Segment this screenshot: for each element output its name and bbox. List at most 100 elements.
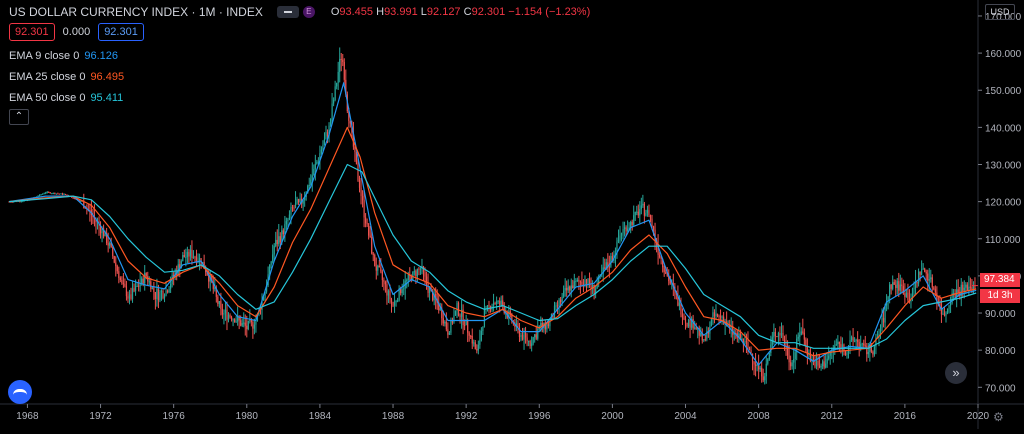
candle-body bbox=[328, 125, 330, 136]
x-tick-label: 1976 bbox=[163, 411, 186, 422]
candle-body bbox=[230, 316, 233, 320]
y-tick-label: 110.000 bbox=[985, 235, 1021, 246]
candle-body bbox=[333, 100, 335, 104]
candle-body bbox=[227, 315, 230, 320]
candle-body bbox=[879, 328, 882, 335]
tradingview-logo-icon[interactable] bbox=[8, 380, 32, 404]
buy-price-button[interactable]: 92.301 bbox=[98, 23, 144, 41]
candle-body bbox=[779, 332, 781, 336]
candle-body bbox=[683, 317, 685, 320]
candle-body bbox=[198, 258, 201, 261]
candle-body bbox=[584, 279, 586, 286]
symbol-title[interactable]: US DOLLAR CURRENCY INDEX · 1M · INDEX bbox=[9, 5, 263, 19]
indicator-ema50[interactable]: EMA 50 close 0 95.411 bbox=[9, 89, 590, 106]
candle-body bbox=[173, 274, 175, 277]
trade-row: 92.301 0.000 92.301 bbox=[9, 23, 590, 41]
sell-price-button[interactable]: 92.301 bbox=[9, 23, 55, 41]
open-key: O bbox=[330, 6, 340, 18]
candle-body bbox=[316, 161, 318, 164]
candle-body bbox=[948, 305, 950, 309]
candle-body bbox=[619, 235, 621, 240]
candle-body bbox=[410, 275, 412, 281]
candle-body bbox=[649, 215, 652, 219]
candle-body bbox=[464, 325, 466, 327]
candle-body bbox=[738, 333, 740, 338]
currency-label[interactable]: USD bbox=[985, 4, 1015, 20]
candle-body bbox=[416, 268, 419, 277]
candle-body bbox=[593, 284, 595, 294]
candle-body bbox=[555, 305, 557, 307]
candle-body bbox=[233, 319, 236, 323]
candle-body bbox=[334, 86, 336, 101]
candle-body bbox=[217, 296, 219, 304]
candle-body bbox=[768, 352, 770, 360]
candle-body bbox=[63, 194, 65, 196]
candle-body bbox=[815, 360, 818, 367]
chevron-up-icon[interactable]: ⌃ bbox=[9, 109, 29, 125]
visibility-eye-icon[interactable] bbox=[276, 6, 299, 18]
scroll-to-realtime-icon[interactable]: » bbox=[945, 362, 967, 384]
candle-body bbox=[573, 281, 575, 289]
candle-body bbox=[660, 257, 662, 259]
candle-body bbox=[559, 299, 562, 303]
candle-body bbox=[162, 291, 164, 298]
x-tick-label: 2008 bbox=[748, 411, 771, 422]
candle-body bbox=[191, 249, 193, 258]
candle-body bbox=[913, 288, 915, 290]
candle-body bbox=[780, 332, 783, 336]
candle-body bbox=[419, 268, 422, 270]
candle-body bbox=[358, 180, 361, 188]
candle-body bbox=[479, 340, 481, 345]
candle-body bbox=[931, 277, 933, 288]
candle-body bbox=[563, 290, 565, 297]
candle-body bbox=[250, 319, 252, 323]
candle-body bbox=[640, 205, 642, 210]
candle-body bbox=[476, 349, 478, 351]
candle-body bbox=[288, 214, 291, 220]
gear-icon[interactable]: ⚙ bbox=[993, 410, 1004, 424]
y-tick-label: 70.000 bbox=[985, 383, 1016, 394]
candle-body bbox=[425, 276, 428, 284]
candle-body bbox=[319, 153, 321, 162]
candle-body bbox=[794, 352, 796, 359]
indicator-ema25[interactable]: EMA 25 close 0 96.495 bbox=[9, 68, 590, 85]
candle-body bbox=[432, 291, 434, 301]
candle-body bbox=[820, 366, 822, 368]
candle-body bbox=[907, 292, 909, 301]
candle-body bbox=[445, 321, 447, 330]
candle-body bbox=[294, 203, 297, 208]
candle-body bbox=[154, 291, 156, 300]
candle-body bbox=[902, 286, 904, 294]
candle-body bbox=[310, 179, 312, 185]
candle-body bbox=[342, 59, 344, 63]
candle-body bbox=[11, 201, 13, 203]
candle-body bbox=[104, 233, 106, 237]
indicator-ema9[interactable]: EMA 9 close 0 96.126 bbox=[9, 47, 590, 64]
candle-body bbox=[125, 286, 128, 297]
candle-body bbox=[214, 287, 216, 289]
x-tick-label: 1996 bbox=[528, 411, 551, 422]
candle-body bbox=[745, 341, 748, 343]
y-tick-label: 150.000 bbox=[985, 86, 1022, 97]
candle-body bbox=[828, 355, 830, 359]
candle-body bbox=[764, 376, 766, 381]
candle-body bbox=[817, 360, 819, 366]
y-tick-label: 170.000 bbox=[985, 12, 1022, 23]
candle-body bbox=[492, 303, 495, 307]
candle-body bbox=[206, 272, 208, 276]
candle-body bbox=[116, 266, 118, 272]
candle-body bbox=[19, 201, 21, 203]
candle-body bbox=[528, 341, 530, 343]
candle-body bbox=[687, 319, 690, 327]
candle-body bbox=[954, 292, 956, 298]
x-tick-label: 1972 bbox=[89, 411, 112, 422]
candle-body bbox=[374, 255, 376, 267]
candle-body bbox=[508, 311, 510, 318]
candle-body bbox=[311, 175, 313, 180]
indicator-label: EMA 25 close 0 bbox=[9, 70, 86, 83]
indicator-value: 95.411 bbox=[90, 91, 124, 104]
y-tick-label: 140.000 bbox=[985, 123, 1022, 134]
candle-body bbox=[122, 283, 124, 285]
candle-body bbox=[756, 364, 758, 366]
candle-body bbox=[276, 239, 278, 245]
